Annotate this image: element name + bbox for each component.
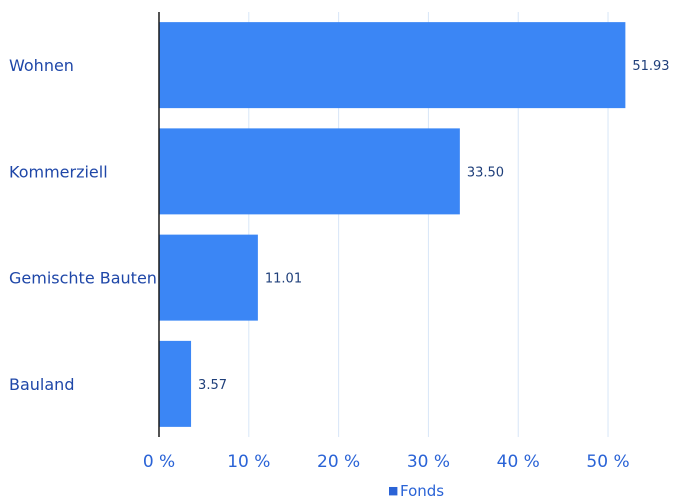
x-tick-label: 0 % [143,452,175,472]
bar-group [159,22,626,427]
value-label: 33.50 [467,165,504,180]
legend-label: Fonds [400,482,444,500]
x-tick-label: 30 % [407,452,450,472]
bar-kommerziell [159,128,460,215]
x-tick-label: 10 % [227,452,270,472]
bar-gemischte-bauten [159,234,258,321]
x-tick-label: 40 % [497,452,540,472]
value-label: 51.93 [632,59,669,74]
x-tick-label: 50 % [586,452,629,472]
x-tick-labels: 0 % 10 % 20 % 30 % 40 % 50 % [143,452,630,472]
value-label: 11.01 [265,272,302,287]
x-tick-label: 20 % [317,452,360,472]
value-labels: 51.93 33.50 11.01 3.57 [198,59,670,393]
category-label: Gemischte Bauten [9,269,157,288]
category-label: Kommerziell [9,162,108,181]
value-label: 3.57 [198,378,227,393]
category-labels: Wohnen Kommerziell Gemischte Bauten Bauland [9,56,157,394]
bar-wohnen [159,22,626,109]
category-label: Wohnen [9,56,74,75]
legend-marker: ■ [388,484,398,497]
bar-bauland [159,340,192,427]
legend: ■ Fonds [388,482,444,500]
category-label: Bauland [9,375,74,394]
